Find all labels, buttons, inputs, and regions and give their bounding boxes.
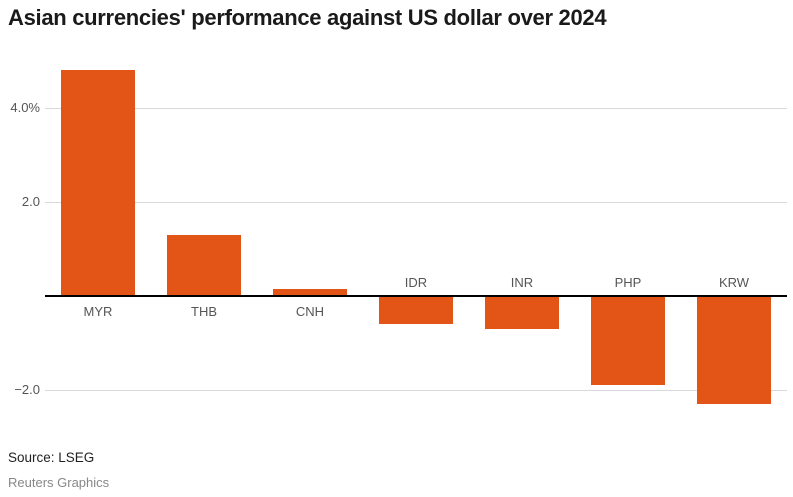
chart-title: Asian currencies' performance against US…	[8, 5, 607, 30]
bar-myr	[61, 70, 135, 296]
gridline	[45, 107, 787, 109]
bar-label-thb: THB	[191, 304, 217, 319]
bar-label-cnh: CNH	[295, 304, 325, 319]
bar-label-myr: MYR	[83, 304, 113, 319]
y-axis-tick-label: −2.0	[14, 382, 40, 397]
y-axis-tick-label: 4.0%	[10, 100, 40, 115]
bar-label-php: PHP	[614, 275, 642, 290]
bar-label-inr: INR	[510, 275, 534, 290]
gridline	[45, 201, 787, 203]
y-axis-tick-label: 2.0	[21, 194, 40, 209]
zero-baseline	[45, 295, 787, 297]
bar-label-idr: IDR	[404, 275, 428, 290]
bar-cnh	[273, 288, 347, 296]
bar-label-krw: KRW	[718, 275, 750, 290]
bar-idr	[379, 296, 453, 325]
gridline	[45, 389, 787, 391]
bar-inr	[485, 296, 559, 329]
credit-note: Reuters Graphics	[8, 475, 110, 490]
bar-krw	[697, 296, 771, 405]
source-note: Source: LSEG	[8, 450, 95, 465]
bar-thb	[167, 234, 241, 296]
bar-chart: 4.0% 2.0 −2.0 MYR THB CNH IDR INR PHP KRW	[0, 60, 793, 420]
bar-php	[591, 296, 665, 386]
